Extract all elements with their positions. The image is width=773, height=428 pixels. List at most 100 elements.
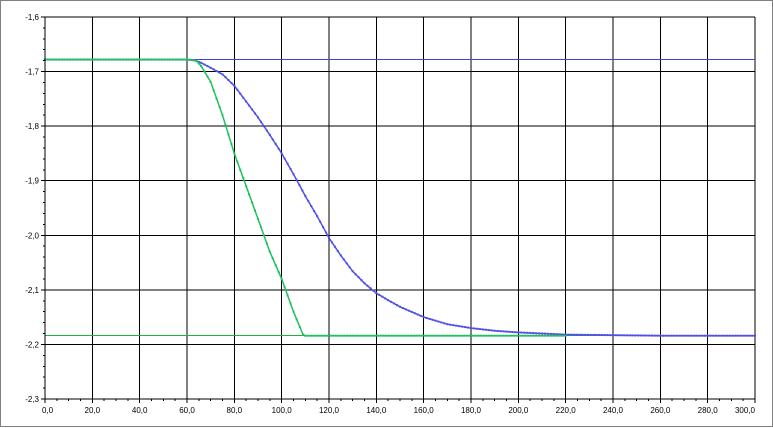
data-point (206, 75, 209, 78)
data-point (564, 333, 567, 336)
data-point (274, 264, 277, 267)
data-point (209, 66, 212, 69)
data-point (301, 189, 304, 192)
data-point (376, 334, 379, 337)
data-point (133, 58, 136, 61)
data-point (419, 314, 422, 317)
data-point (55, 58, 58, 61)
data-point (382, 334, 385, 337)
data-point (620, 334, 623, 337)
data-point (280, 277, 283, 280)
data-point (332, 334, 335, 337)
x-tick-label: 160,0 (414, 406, 435, 415)
data-point (96, 58, 99, 61)
data-point (570, 333, 573, 336)
data-point (390, 300, 393, 303)
data-point (709, 334, 712, 337)
data-point (57, 58, 60, 61)
data-point (368, 334, 371, 337)
x-tick-label: 200,0 (508, 406, 529, 415)
data-point (502, 330, 505, 333)
data-point (535, 334, 538, 337)
data-point (723, 334, 726, 337)
data-point (734, 334, 737, 337)
data-point (541, 334, 543, 337)
data-point (259, 226, 262, 229)
data-point (521, 334, 524, 337)
data-point (507, 334, 510, 337)
data-point (381, 295, 384, 298)
data-point (313, 210, 316, 213)
data-point (340, 334, 343, 337)
data-point (212, 68, 215, 71)
data-point (499, 330, 502, 333)
data-point (71, 58, 74, 61)
data-point (561, 334, 564, 337)
series-2 (44, 58, 567, 337)
data-point (549, 332, 552, 335)
data-point (446, 334, 449, 337)
data-point (698, 334, 701, 337)
data-point (248, 193, 251, 196)
data-point (166, 58, 169, 61)
data-point (77, 58, 80, 61)
data-point (684, 334, 687, 337)
data-point (292, 310, 295, 313)
x-tick-label: 60,0 (179, 406, 195, 415)
data-point (578, 333, 581, 336)
data-point (183, 58, 186, 61)
data-point (561, 333, 564, 336)
data-point (470, 327, 472, 330)
data-point (476, 334, 479, 337)
x-tick-label: 100,0 (272, 406, 293, 415)
data-point (393, 334, 396, 337)
data-point (535, 332, 538, 335)
data-point (52, 58, 55, 61)
data-point (538, 332, 541, 335)
x-tick-label: 280,0 (698, 406, 719, 415)
data-point (251, 201, 254, 204)
data-point (160, 58, 163, 61)
data-point (549, 334, 552, 337)
data-point (254, 209, 257, 212)
data-point (546, 332, 549, 335)
data-point (262, 125, 265, 128)
data-point (186, 58, 188, 61)
data-point (203, 63, 206, 66)
data-point (325, 231, 328, 234)
data-point (209, 80, 212, 83)
data-point (351, 334, 354, 337)
data-point (689, 334, 692, 337)
data-point (443, 334, 446, 337)
data-point (667, 334, 670, 337)
data-point (637, 334, 640, 337)
data-point (558, 334, 561, 337)
data-point (227, 79, 230, 82)
data-point (63, 58, 66, 61)
data-point (127, 58, 130, 61)
data-point (357, 334, 360, 337)
data-point (265, 129, 268, 132)
data-point (432, 334, 435, 337)
y-tick-label: -1,6 (25, 13, 39, 22)
data-point (321, 334, 324, 337)
data-point (49, 58, 52, 61)
data-point (449, 323, 452, 326)
data-point (543, 334, 546, 337)
data-point (215, 97, 218, 100)
data-point (316, 215, 319, 218)
data-point (460, 334, 463, 337)
y-tick-label: -2,3 (25, 395, 39, 404)
data-point (289, 167, 292, 170)
data-point (172, 58, 175, 61)
data-point (280, 152, 283, 155)
data-point (407, 334, 410, 337)
data-point (329, 334, 332, 337)
data-point (177, 58, 180, 61)
data-point (292, 173, 295, 176)
data-point (333, 245, 336, 248)
data-point (464, 326, 467, 329)
data-point (687, 334, 690, 337)
data-point (558, 333, 561, 336)
data-point (485, 334, 488, 337)
